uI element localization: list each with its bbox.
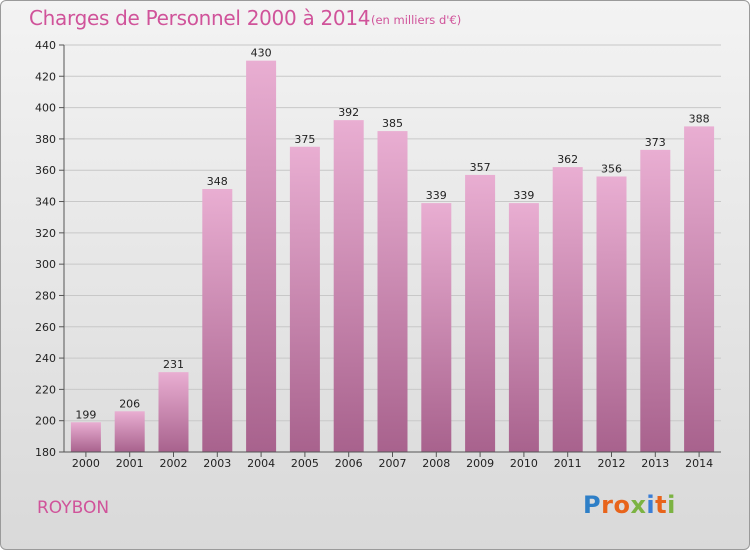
y-tick-label: 340 — [35, 196, 56, 209]
y-tick-label: 320 — [35, 227, 56, 240]
x-tick-label: 2006 — [335, 457, 363, 470]
x-tick-label: 2000 — [72, 457, 100, 470]
x-tick-label: 2008 — [422, 457, 450, 470]
data-label-2003: 348 — [207, 175, 228, 188]
logo-letter: t — [655, 491, 668, 519]
y-tick-label: 200 — [35, 415, 56, 428]
y-tick-label: 180 — [35, 446, 56, 459]
bar-2001 — [114, 411, 145, 452]
x-tick-label: 2001 — [116, 457, 144, 470]
y-tick-label: 280 — [35, 289, 56, 302]
x-tick-label: 2012 — [598, 457, 626, 470]
logo-letter: x — [630, 491, 647, 519]
x-tick-label: 2005 — [291, 457, 319, 470]
bar-2014 — [684, 126, 715, 453]
bar-2008 — [421, 203, 452, 452]
y-tick-label: 240 — [35, 352, 56, 365]
bar-2003 — [202, 189, 233, 452]
x-tick-label: 2009 — [466, 457, 494, 470]
data-label-2009: 357 — [470, 161, 491, 174]
data-label-2006: 392 — [338, 106, 359, 119]
data-label-2010: 339 — [513, 189, 534, 202]
data-label-2002: 231 — [163, 358, 184, 371]
x-tick-label: 2010 — [510, 457, 538, 470]
data-label-2011: 362 — [557, 153, 578, 166]
proxiti-logo[interactable]: Proxiti — [583, 491, 676, 519]
bar-2006 — [333, 120, 364, 452]
x-tick-label: 2007 — [379, 457, 407, 470]
y-axis: 180 200 220 240 260 280 300 320 340 360 380 400 420 4… — [35, 39, 65, 459]
x-tick-label: 2003 — [203, 457, 231, 470]
data-label-2005: 375 — [294, 133, 315, 146]
y-tick-label: 440 — [35, 39, 56, 52]
bar-2013 — [640, 149, 671, 452]
bar-2004 — [246, 60, 277, 453]
commune-name: ROYBON — [37, 498, 110, 518]
x-tick-label: 2013 — [641, 457, 669, 470]
bar-2010 — [508, 203, 539, 452]
logo-letter: r — [601, 491, 614, 519]
chart-title: Charges de Personnel 2000 à 2014 — [29, 6, 371, 30]
data-label-2008: 339 — [426, 189, 447, 202]
data-label-2014: 388 — [689, 112, 710, 125]
data-label-2013: 373 — [645, 136, 666, 149]
x-tick-label: 2004 — [247, 457, 275, 470]
bar-2007 — [377, 131, 408, 452]
bar-2005 — [289, 146, 320, 452]
y-tick-label: 360 — [35, 164, 56, 177]
logo-letter: i — [646, 491, 656, 519]
y-tick-label: 300 — [35, 258, 56, 271]
bar-2011 — [552, 167, 583, 452]
bars: 199 206 231 348 430 375 392 385 339 357 339 362 356 3… — [70, 47, 715, 453]
bar-2012 — [596, 176, 627, 452]
chart-subtitle: (en milliers d'€) — [371, 13, 462, 27]
bar-2000 — [70, 422, 101, 452]
x-axis: 2000 2001 2002 2003 2004 2005 2006 2007 2008 2009… — [64, 451, 721, 470]
logo-letter: P — [583, 491, 602, 519]
bar-2002 — [158, 372, 189, 452]
y-tick-label: 220 — [35, 383, 56, 396]
data-label-2012: 356 — [601, 162, 622, 175]
y-tick-label: 400 — [35, 102, 56, 115]
x-tick-label: 2014 — [685, 457, 713, 470]
y-tick-label: 420 — [35, 70, 56, 83]
logo-letter: i — [667, 491, 676, 519]
bar-2009 — [465, 174, 496, 452]
data-label-2000: 199 — [75, 408, 96, 421]
data-label-2001: 206 — [119, 397, 140, 410]
logo-letter: o — [613, 491, 631, 519]
y-tick-label: 380 — [35, 133, 56, 146]
data-label-2007: 385 — [382, 117, 403, 130]
x-tick-label: 2011 — [554, 457, 582, 470]
data-label-2004: 430 — [251, 47, 272, 60]
y-tick-label: 260 — [35, 321, 56, 334]
x-tick-label: 2002 — [160, 457, 188, 470]
